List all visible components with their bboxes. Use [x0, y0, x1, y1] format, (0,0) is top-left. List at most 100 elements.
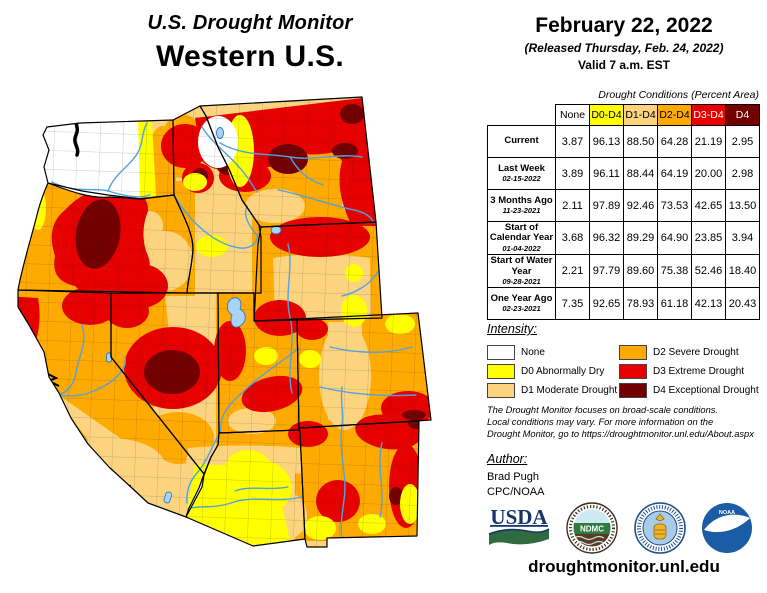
legend-item-d4: D4 Exceptional Drought: [619, 381, 763, 399]
drought-fill-layers: [18, 97, 431, 547]
svg-text:NOAA: NOAA: [719, 510, 735, 516]
cell: 42.65: [691, 189, 726, 222]
cell: 13.50: [725, 189, 760, 222]
state-borders: [17, 96, 432, 548]
table-row: Start of Calendar Year 01-04-2022 3.68 96.…: [487, 220, 760, 256]
row-label: 3 Months Ago 11-23-2021: [487, 189, 556, 222]
date-block: February 22, 2022 (Released Thursday, Fe…: [485, 14, 763, 72]
col-d4: D4: [725, 104, 760, 126]
commerce-seal-logo: [633, 502, 686, 554]
row-label: Current: [487, 125, 556, 158]
cell: 78.93: [623, 287, 658, 321]
col-d0-d4: D0-D4: [589, 104, 624, 126]
valid-time: Valid 7 a.m. EST: [577, 58, 671, 72]
table-caption: Drought Conditions (Percent Area): [598, 89, 759, 101]
legend-item-d2: D2 Severe Drought: [619, 343, 763, 361]
cell: 88.50: [623, 125, 658, 158]
cell: 2.11: [555, 189, 590, 222]
noaa-logo: NOAA: [701, 503, 752, 553]
row-label: Start of Water Year 09-28-2021: [487, 254, 556, 289]
table-row: Last Week 02-15-2022 3.89 96.11 88.44 64.19 2…: [487, 157, 760, 190]
cell: 18.40: [725, 254, 760, 289]
released-date: (Released Thursday, Feb. 24, 2022): [524, 41, 724, 55]
cell: 92.65: [589, 287, 624, 321]
row-label: Last Week 02-15-2022: [487, 157, 556, 190]
author-block: Author: Brad Pugh CPC/NOAA: [487, 452, 544, 500]
svg-text:NDMC: NDMC: [580, 525, 604, 534]
cell: 20.43: [725, 287, 760, 321]
header: U.S. Drought Monitor Western U.S.: [10, 12, 490, 74]
author-title: Author:: [487, 452, 528, 466]
footer-url[interactable]: droughtmonitor.unl.edu: [528, 557, 720, 576]
intensity-title: Intensity:: [487, 322, 538, 336]
cell: 42.13: [691, 287, 726, 321]
cell: 92.46: [623, 189, 658, 222]
legend-item-none: None: [487, 343, 619, 361]
cell: 3.94: [725, 220, 760, 256]
col-d3-d4: D3-D4: [691, 104, 726, 126]
table-row: 3 Months Ago 11-23-2021 2.11 97.89 92.46 73.…: [487, 189, 760, 222]
disclaimer-text: The Drought Monitor focuses on broad-sca…: [487, 405, 754, 440]
drought-map: [0, 88, 470, 593]
row-label: One Year Ago 02-23-2021: [487, 287, 556, 321]
cell: 64.19: [657, 157, 692, 190]
report-kicker: U.S. Drought Monitor: [147, 12, 353, 34]
legend-swatch-none: [487, 344, 515, 360]
rivers: [51, 122, 417, 539]
table-row: One Year Ago 02-23-2021 7.35 92.65 78.93 61.…: [487, 287, 760, 321]
cell: 21.19: [691, 125, 726, 158]
col-none: None: [555, 104, 590, 126]
legend-item-d1: D1 Moderate Drought: [487, 381, 619, 399]
agency-logos: USDA NDMC: [487, 502, 753, 554]
legend-item-d3: D3 Extreme Drought: [619, 362, 763, 380]
legend-swatch-d2: [619, 344, 647, 360]
legend-swatch-d4: [619, 382, 647, 398]
cell: 2.95: [725, 125, 760, 158]
cell: 73.53: [657, 189, 692, 222]
lakes: [106, 127, 282, 504]
cell: 2.21: [555, 254, 590, 289]
col-d1-d4: D1-D4: [623, 104, 658, 126]
legend-swatch-d0: [487, 363, 515, 379]
cell: 89.29: [623, 220, 658, 256]
table-header-row: None D0-D4 D1-D4 D2-D4 D3-D4 D4: [487, 104, 760, 126]
table-row: Current 3.87 96.13 88.50 64.28 21.19 2.95: [487, 125, 760, 158]
legend-item-d0: D0 Abnormally Dry: [487, 362, 619, 380]
col-d2-d4: D2-D4: [657, 104, 692, 126]
cell: 20.00: [691, 157, 726, 190]
usda-logo: USDA: [488, 505, 550, 545]
table-corner-cell: [487, 104, 556, 126]
legend-swatch-d1: [487, 382, 515, 398]
cell: 3.87: [555, 125, 590, 158]
cell: 64.90: [657, 220, 692, 256]
ndmc-logo: NDMC: [566, 502, 619, 554]
cell: 97.79: [589, 254, 624, 289]
cell: 88.44: [623, 157, 658, 190]
cell: 3.68: [555, 220, 590, 256]
western-us-map-svg: [17, 96, 432, 548]
cell: 64.28: [657, 125, 692, 158]
table-row: Start of Water Year 09-28-2021 2.21 97.79 8…: [487, 254, 760, 289]
cell: 7.35: [555, 287, 590, 321]
cell: 61.18: [657, 287, 692, 321]
sf-bay: [46, 373, 60, 387]
cell: 96.32: [589, 220, 624, 256]
cell: 3.89: [555, 157, 590, 190]
cell: 23.85: [691, 220, 726, 256]
cell: 96.11: [589, 157, 624, 190]
author-org: CPC/NOAA: [487, 485, 545, 498]
cell: 52.46: [691, 254, 726, 289]
intensity-legend: Intensity: None D0 Abnormally Dry D1 Mod…: [487, 322, 763, 399]
legend-swatch-d3: [619, 363, 647, 379]
cell: 97.89: [589, 189, 624, 222]
cell: 96.13: [589, 125, 624, 158]
author-name: Brad Pugh: [487, 471, 539, 483]
map-date: February 22, 2022: [535, 14, 713, 37]
cell: 75.38: [657, 254, 692, 289]
cell: 89.60: [623, 254, 658, 289]
row-label: Start of Calendar Year 01-04-2022: [487, 220, 556, 256]
cell: 2.98: [725, 157, 760, 190]
drought-conditions-table: None D0-D4 D1-D4 D2-D4 D3-D4 D4 Current …: [487, 104, 760, 321]
page-title: Western U.S.: [155, 40, 345, 73]
